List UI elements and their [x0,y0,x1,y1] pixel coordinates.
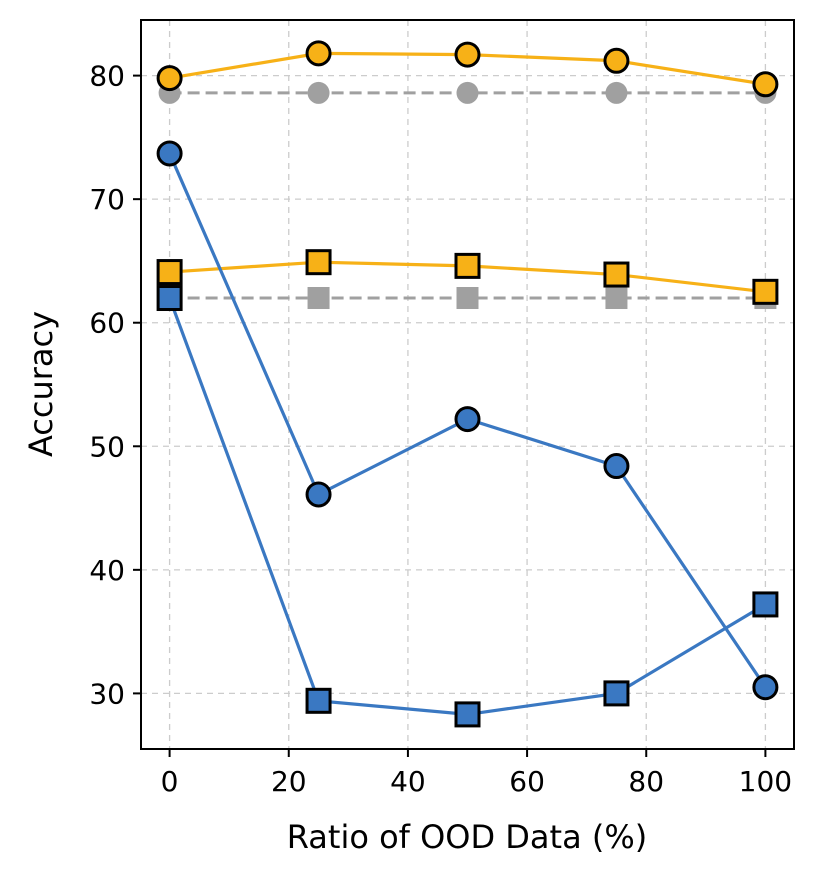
data-point [456,287,479,310]
x-tick-label: 60 [509,765,545,798]
data-point [752,674,779,701]
data-point [305,40,332,67]
data-point [752,278,779,305]
data-point [305,687,332,714]
series-blue-square [156,285,779,728]
data-point [454,252,481,279]
grid [141,20,794,749]
series-blue-circle [156,140,779,701]
data-point [456,81,479,104]
x-tick-label: 100 [739,765,792,798]
y-tick-label: 80 [89,60,125,93]
data-point [156,259,183,286]
data-point [454,701,481,728]
series-gray-square-baseline [158,287,777,310]
x-tick-label: 0 [161,765,179,798]
x-tick-label: 40 [390,765,426,798]
y-tick-label: 30 [89,677,125,710]
data-point [307,287,330,310]
data-point [305,249,332,276]
data-point [752,591,779,618]
data-point [156,140,183,167]
x-axis-title: Ratio of OOD Data (%) [287,818,647,856]
data-point [454,41,481,68]
data-point [603,47,630,74]
data-point [603,680,630,707]
plot-frame [140,19,795,750]
y-tick-label: 50 [89,430,125,463]
data-point [603,453,630,480]
data-point [156,285,183,312]
data-point [156,65,183,92]
x-tick-label: 80 [628,765,664,798]
series-orange-square [156,249,779,305]
data-point [605,81,628,104]
data-point [305,481,332,508]
data-point [752,71,779,98]
data-point [454,406,481,433]
y-tick-label: 60 [89,307,125,340]
series [156,40,779,728]
data-point [307,81,330,104]
x-tick-label: 20 [271,765,307,798]
y-tick-label: 70 [89,183,125,216]
axes: 0 20 40 60 80 100 30 40 50 60 70 80 [89,60,792,798]
y-axis-title: Accuracy [22,311,60,457]
y-tick-label: 40 [89,554,125,587]
data-point [603,261,630,288]
series-orange-circle [156,40,779,98]
data-point [605,287,628,310]
series-gray-circle-baseline [158,81,777,104]
